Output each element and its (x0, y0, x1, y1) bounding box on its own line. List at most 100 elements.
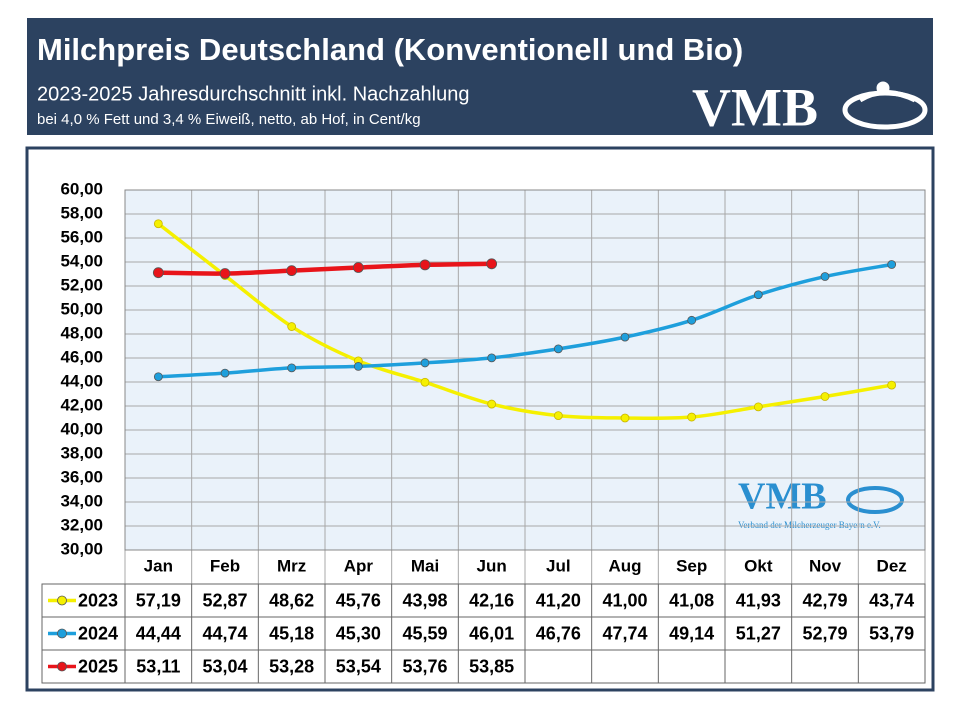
point (287, 322, 297, 331)
table-value: 45,59 (402, 623, 447, 643)
point (820, 272, 830, 281)
table-value: 41,93 (736, 590, 781, 610)
point (152, 267, 164, 279)
table-value: 53,04 (202, 656, 247, 676)
table-value: 49,14 (669, 623, 714, 643)
table-value: 43,98 (402, 590, 447, 610)
table-value: 48,62 (269, 590, 314, 610)
table-value: 57,19 (136, 590, 181, 610)
table-value: 42,16 (469, 590, 514, 610)
header-logo: VMB (692, 77, 818, 137)
watermark-logo: VMB (738, 476, 827, 518)
y-tick-label: 46,00 (60, 347, 103, 366)
point (620, 332, 630, 342)
x-tick-label: Sep (676, 556, 707, 575)
x-tick-label: Dez (877, 556, 907, 575)
y-tick-label: 48,00 (60, 323, 103, 342)
y-tick-label: 36,00 (60, 467, 103, 486)
point (153, 372, 163, 382)
y-tick-label: 56,00 (60, 227, 103, 246)
point (887, 260, 897, 269)
table-value: 53,54 (336, 656, 381, 676)
x-tick-label: Nov (809, 556, 842, 575)
point (553, 411, 563, 421)
x-tick-label: Mrz (277, 556, 306, 575)
table-value: 53,79 (869, 623, 914, 643)
table-value: 44,74 (202, 623, 247, 643)
point (687, 412, 697, 422)
point (887, 380, 897, 390)
watermark-swoosh (846, 486, 904, 514)
watermark-subtext: Verband der Milcherzeuger Bayern e.V. (738, 520, 881, 530)
table-value: 53,85 (469, 656, 514, 676)
y-tick-label: 52,00 (60, 275, 103, 294)
point (820, 392, 830, 401)
y-tick-label: 38,00 (60, 443, 103, 462)
point (219, 268, 231, 279)
table-value: 53,11 (136, 656, 180, 676)
point (620, 413, 630, 423)
y-tick-label: 42,00 (60, 395, 103, 414)
table-value: 45,30 (336, 623, 381, 643)
legend-marker (57, 628, 67, 639)
point (753, 402, 763, 412)
plot-border (124, 189, 926, 551)
x-tick-label: Aug (608, 556, 641, 575)
point (419, 259, 431, 271)
x-tick-label: Feb (210, 556, 240, 575)
x-tick-label: Jan (144, 556, 173, 575)
y-tick-label: 32,00 (60, 515, 103, 534)
table-value: 42,79 (802, 590, 847, 610)
table-value: 52,79 (802, 623, 847, 643)
chart-subtitle: 2023-2025 Jahresdurchschnitt inkl. Nachz… (37, 83, 470, 105)
point (286, 265, 298, 277)
header-background (27, 18, 933, 135)
point (153, 219, 163, 229)
y-tick-label: 34,00 (60, 491, 103, 510)
header-logo-swoosh (842, 81, 928, 130)
series-line (158, 262, 892, 379)
legend-marker (57, 661, 67, 672)
x-tick-label: Okt (744, 556, 773, 575)
table-value: 43,74 (869, 590, 914, 610)
point (687, 315, 697, 325)
table-value: 53,76 (402, 656, 447, 676)
series-line (158, 261, 492, 276)
table-value: 44,44 (136, 623, 181, 643)
table-value: 47,74 (602, 623, 647, 643)
legend-label: 2023 (78, 590, 118, 610)
point (420, 358, 430, 368)
table-value: 53,28 (269, 656, 314, 676)
legend-label: 2024 (78, 623, 118, 643)
table-value: 41,20 (536, 590, 581, 610)
point (486, 258, 498, 270)
chart-title: Milchpreis Deutschland (Konventionell un… (37, 32, 743, 67)
point (420, 377, 430, 387)
table-value: 52,87 (202, 590, 247, 610)
table-value: 45,18 (269, 623, 314, 643)
point (220, 368, 230, 378)
legend-label: 2025 (78, 656, 118, 676)
table-value: 51,27 (736, 623, 781, 643)
point (487, 399, 497, 409)
y-tick-label: 54,00 (60, 251, 103, 270)
table-value: 46,01 (469, 623, 514, 643)
point (353, 361, 363, 371)
table-value: 41,08 (669, 590, 714, 610)
point (753, 290, 763, 300)
x-tick-label: Jul (546, 556, 571, 575)
point (487, 353, 497, 363)
table-value: 46,76 (536, 623, 581, 643)
y-tick-label: 58,00 (60, 203, 103, 222)
x-tick-label: Mai (411, 556, 439, 575)
table-value: 45,76 (336, 590, 381, 610)
point (287, 363, 297, 373)
y-tick-label: 50,00 (60, 299, 103, 318)
point (352, 262, 364, 273)
y-tick-label: 30,00 (60, 539, 103, 558)
chart-note: bei 4,0 % Fett und 3,4 % Eiweiß, netto, … (37, 111, 421, 128)
point (553, 344, 563, 354)
legend-marker (57, 595, 67, 606)
table-value: 41,00 (602, 590, 647, 610)
